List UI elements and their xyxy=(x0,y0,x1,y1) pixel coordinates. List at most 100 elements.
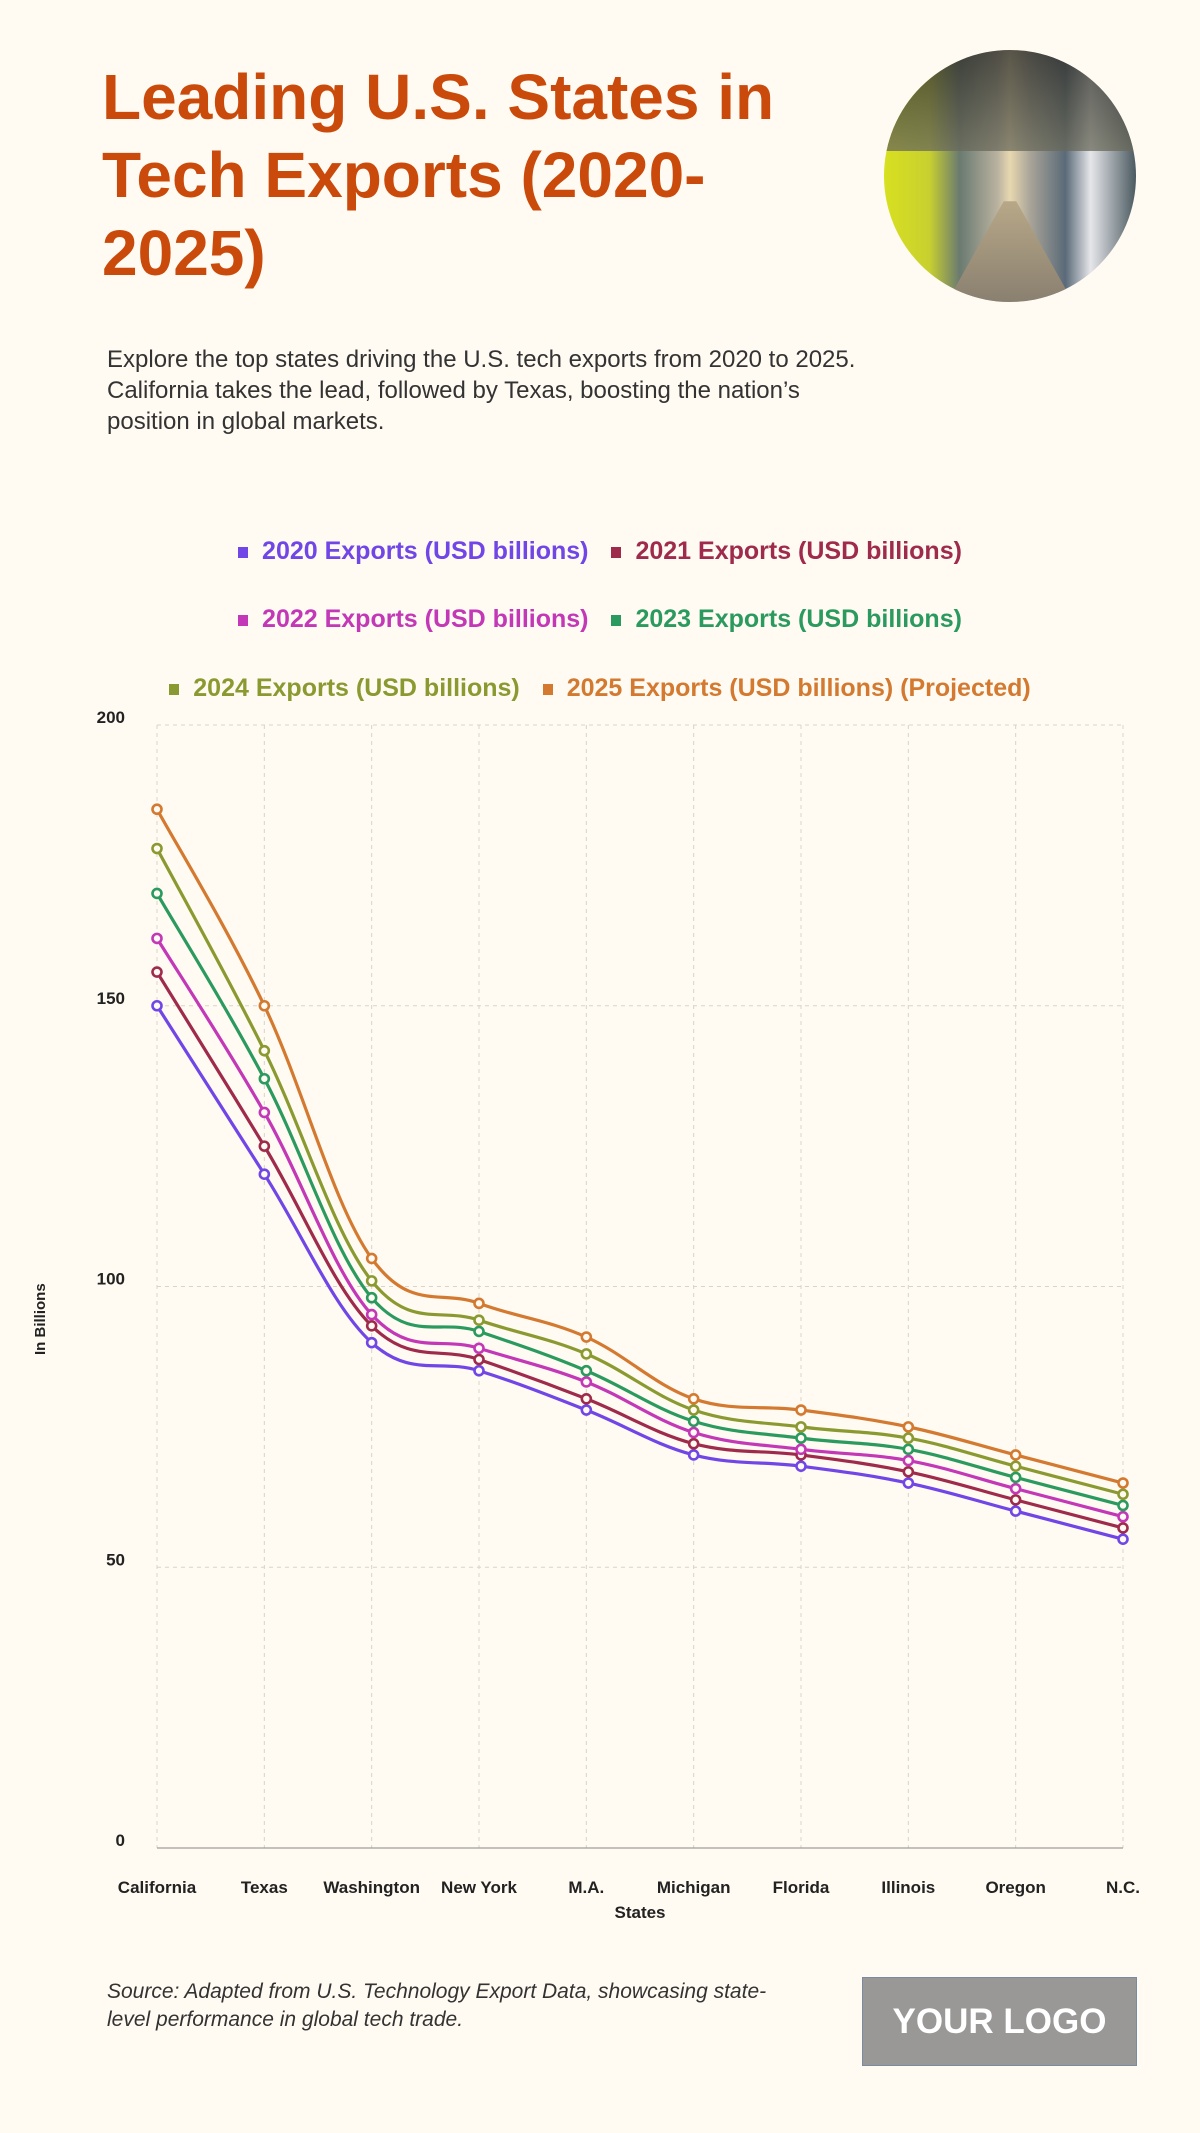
data-point xyxy=(1117,1477,1129,1489)
legend-item[interactable]: 2023 Exports (USD billions) xyxy=(611,605,962,634)
data-point xyxy=(687,1426,700,1439)
legend-label: 2020 Exports (USD billions) xyxy=(262,537,589,565)
data-point xyxy=(365,1252,378,1265)
data-point xyxy=(365,1308,378,1321)
legend-item[interactable]: 2021 Exports (USD billions) xyxy=(611,537,962,566)
legend-item[interactable]: 2024 Exports (USD billions) xyxy=(169,674,520,703)
legend-label: 2025 Exports (USD billions) (Projected) xyxy=(566,674,1031,702)
x-tick-label: California xyxy=(118,1878,197,1897)
legend-item[interactable]: 2025 Exports (USD billions) (Projected) xyxy=(542,674,1031,703)
line-chart: 0 50 100 150 200 California Texas Washington New… xyxy=(97,708,1140,1922)
data-point xyxy=(687,1404,700,1416)
description: Explore the top states driving the U.S. … xyxy=(107,346,856,435)
data-point xyxy=(473,1364,485,1377)
legend-row-1: 2020 Exports (USD billions) 2021 Exports… xyxy=(0,537,1200,566)
data-point xyxy=(902,1432,915,1444)
data-point xyxy=(473,1353,485,1366)
data-point xyxy=(365,1336,378,1349)
legend-label: 2023 Exports (USD billions) xyxy=(635,605,962,633)
data-point xyxy=(258,1072,271,1085)
data-point xyxy=(258,1044,271,1057)
y-tick-label: 100 xyxy=(97,1270,125,1289)
data-point xyxy=(1117,1488,1129,1501)
office-hallway-photo xyxy=(884,50,1136,302)
data-point xyxy=(1117,1522,1129,1534)
data-point xyxy=(473,1314,485,1326)
data-point xyxy=(1009,1482,1022,1495)
x-tick-label: Washington xyxy=(323,1878,420,1897)
data-point xyxy=(580,1376,593,1388)
data-point xyxy=(580,1348,593,1360)
data-point xyxy=(258,999,271,1012)
x-tick-label: M.A. xyxy=(568,1878,604,1897)
data-point xyxy=(151,803,163,816)
legend-label: 2022 Exports (USD billions) xyxy=(262,605,589,633)
legend-swatch xyxy=(611,546,622,558)
data-point xyxy=(1009,1460,1022,1472)
legend-row-2: 2022 Exports (USD billions) 2023 Exports… xyxy=(0,605,1200,634)
legend-label: 2024 Exports (USD billions) xyxy=(193,674,520,702)
legend-swatch xyxy=(611,614,622,626)
y-tick-label: 50 xyxy=(106,1550,125,1569)
data-point xyxy=(151,842,163,855)
data-point xyxy=(902,1421,915,1433)
data-point xyxy=(473,1297,485,1310)
data-point xyxy=(902,1465,915,1478)
series-line-2020 xyxy=(155,1004,1124,1541)
data-point xyxy=(687,1415,700,1428)
data-point xyxy=(151,932,163,945)
page-title: Leading U.S. States in Tech Exports (202… xyxy=(102,61,775,289)
data-point xyxy=(1117,1533,1129,1545)
data-point xyxy=(258,1168,271,1180)
data-point xyxy=(151,966,163,978)
x-tick-label: New York xyxy=(441,1878,517,1897)
x-tick-label: Florida xyxy=(773,1878,830,1897)
data-point xyxy=(1117,1499,1129,1512)
data-point xyxy=(365,1275,378,1287)
legend-item[interactable]: 2020 Exports (USD billions) xyxy=(238,537,589,566)
data-point xyxy=(473,1325,485,1338)
data-point xyxy=(258,1140,271,1152)
data-point xyxy=(1117,1510,1129,1523)
data-point xyxy=(365,1291,378,1304)
data-point xyxy=(687,1393,700,1405)
data-point xyxy=(580,1331,593,1343)
legend-label: 2021 Exports (USD billions) xyxy=(635,537,962,565)
legend-row-3: 2024 Exports (USD billions) 2025 Exports… xyxy=(0,674,1200,703)
data-point xyxy=(473,1342,485,1355)
x-tick-label: Texas xyxy=(241,1878,288,1897)
logo: YOUR LOGO xyxy=(862,1977,1137,2066)
data-point xyxy=(795,1432,807,1444)
x-tick-label: Illinois xyxy=(881,1878,935,1897)
data-point xyxy=(1009,1471,1022,1484)
data-point xyxy=(258,1106,271,1119)
data-point xyxy=(365,1320,378,1332)
data-point xyxy=(902,1454,915,1467)
source-note: Source: Adapted from U.S. Technology Exp… xyxy=(107,1980,767,2031)
series-line-2022 xyxy=(155,937,1124,1519)
data-point xyxy=(151,887,163,900)
x-axis-title: States xyxy=(614,1903,665,1922)
legend-swatch xyxy=(238,546,249,558)
y-tick-label: 150 xyxy=(97,989,125,1008)
data-point xyxy=(795,1421,807,1433)
x-tick-label: Oregon xyxy=(985,1878,1045,1897)
data-point xyxy=(795,1443,807,1456)
legend-swatch xyxy=(542,683,553,695)
legend-item[interactable]: 2022 Exports (USD billions) xyxy=(238,605,589,634)
series-line-2023 xyxy=(155,892,1124,1508)
data-point xyxy=(902,1443,915,1456)
legend-swatch xyxy=(169,683,180,695)
data-point xyxy=(580,1393,593,1405)
data-point xyxy=(902,1477,915,1489)
data-point xyxy=(1009,1505,1022,1517)
data-point xyxy=(580,1364,593,1377)
y-tick-label: 200 xyxy=(97,708,125,727)
data-point xyxy=(687,1449,700,1461)
data-point xyxy=(1009,1449,1022,1461)
x-tick-label: N.C. xyxy=(1106,1878,1140,1897)
data-point xyxy=(151,999,163,1012)
data-point xyxy=(795,1460,807,1472)
data-point xyxy=(687,1437,700,1450)
x-tick-label: Michigan xyxy=(657,1878,731,1897)
